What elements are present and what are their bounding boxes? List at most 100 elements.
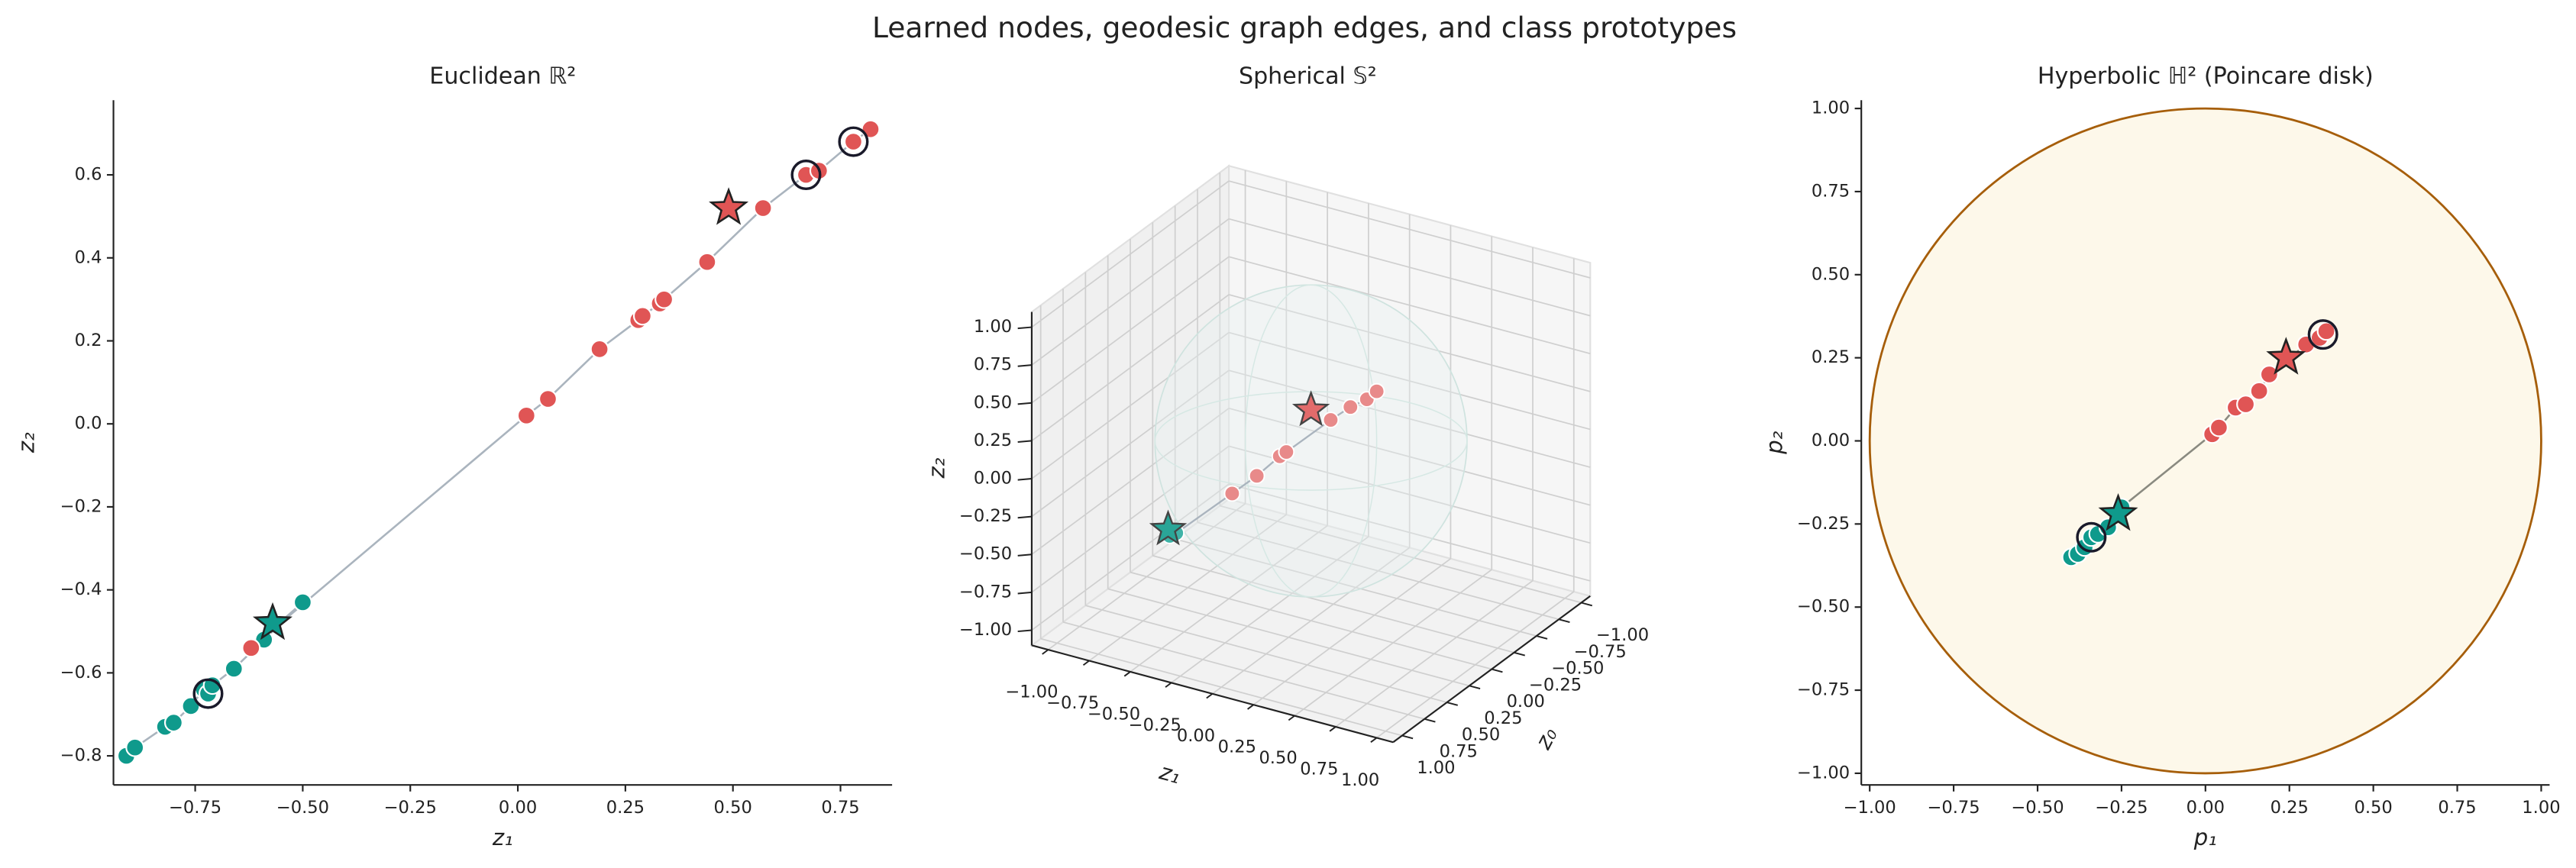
- x-axis-label: p₁: [2193, 824, 2217, 850]
- x-tick-label: 0.50: [1259, 748, 1297, 768]
- tick-mark: [1288, 715, 1295, 721]
- node: [2249, 381, 2269, 401]
- tick-mark: [1017, 326, 1033, 330]
- x-tick-label: 0.25: [606, 798, 645, 818]
- node: [2236, 395, 2256, 415]
- y-tick-label: 0.75: [1440, 741, 1478, 761]
- graph-edge: [706, 207, 764, 263]
- grid-line: [1228, 256, 1591, 355]
- y-tick-label: −0.75: [1797, 680, 1850, 700]
- y-tick-label: −0.6: [60, 663, 102, 682]
- y-tick-label: 0.2: [75, 331, 102, 350]
- grid-line: [1197, 521, 1559, 621]
- grid-line: [1152, 555, 1514, 653]
- grid-line: [1031, 408, 1230, 555]
- chart-title: Hyperbolic ℍ² (Poincare disk): [2038, 63, 2374, 90]
- chart-title: Spherical 𝕊²: [1239, 63, 1377, 90]
- y-tick-label: 0.00: [1812, 431, 1850, 450]
- y-tick-label: −0.25: [1797, 514, 1850, 534]
- y-axis-label: z₂: [14, 432, 40, 453]
- grid-line: [1031, 180, 1230, 328]
- y-tick-label: 0.75: [1812, 181, 1850, 201]
- highlight-ring: [2307, 319, 2338, 350]
- y-tick-label: 0.6: [75, 165, 102, 185]
- tick-mark: [1082, 660, 1090, 666]
- node: [1342, 399, 1359, 416]
- node: [163, 713, 183, 733]
- x-tick-label: 0.50: [2354, 798, 2392, 818]
- x-tick-label: −0.50: [276, 798, 329, 818]
- tick-mark: [1017, 440, 1033, 443]
- x-axis-label: z₁: [1156, 758, 1184, 789]
- tick-mark: [1042, 649, 1049, 655]
- grid-line: [1031, 294, 1230, 442]
- x-tick-label: 0.00: [499, 798, 537, 818]
- grid-line: [1228, 294, 1591, 392]
- grid-line: [1228, 407, 1591, 506]
- z-tick-label: −0.75: [959, 582, 1012, 602]
- x-tick-label: −0.25: [2095, 798, 2148, 818]
- grid-line: [1228, 218, 1591, 317]
- node: [125, 737, 145, 757]
- node: [241, 638, 261, 658]
- y-tick-label: 1.00: [1417, 758, 1455, 778]
- node: [2259, 364, 2279, 384]
- x-tick-label: −0.50: [2011, 798, 2064, 818]
- x-tick-label: −0.75: [169, 798, 221, 818]
- y-tick-label: −0.4: [60, 579, 102, 599]
- y-axis-line: [1392, 595, 1591, 744]
- node: [632, 306, 652, 326]
- grid-line: [1031, 218, 1230, 366]
- chart-title: Euclidean ℝ²: [429, 63, 576, 90]
- tick-mark: [1536, 635, 1548, 640]
- z-tick-label: −1.00: [959, 620, 1012, 640]
- tick-mark: [1469, 685, 1481, 690]
- node: [590, 339, 609, 359]
- tick-mark: [1017, 629, 1033, 633]
- z-tick-label: −0.50: [959, 544, 1012, 564]
- grid-line: [1228, 483, 1591, 582]
- node: [2209, 418, 2229, 437]
- y-tick-label: −0.8: [60, 746, 102, 766]
- graph-edge: [250, 415, 528, 649]
- y-tick-label: −1.00: [1797, 763, 1850, 782]
- grid-line: [1220, 505, 1582, 604]
- y-tick-label: −0.2: [60, 496, 102, 516]
- class-prototype: [709, 187, 749, 225]
- sphere-wireframe: [1154, 284, 1468, 598]
- tick-mark: [1401, 734, 1414, 740]
- tick-mark: [1017, 591, 1033, 595]
- x-tick-label: −0.75: [1046, 693, 1099, 713]
- y-tick-label: −0.50: [1797, 597, 1850, 617]
- node: [224, 659, 244, 679]
- x-tick-label: 0.75: [2438, 798, 2476, 818]
- x-tick-label: −1.00: [1844, 798, 1896, 818]
- z-tick-label: −0.25: [959, 506, 1012, 526]
- node: [538, 389, 558, 409]
- tick-mark: [1017, 402, 1033, 405]
- grid-line: [1085, 605, 1447, 703]
- class-prototype: [1291, 390, 1330, 427]
- tick-mark: [1017, 364, 1033, 367]
- y-tick-label: 0.4: [75, 247, 102, 267]
- tick-mark: [1165, 682, 1172, 688]
- y-tick-label: 0.50: [1462, 725, 1500, 745]
- grid-line: [1228, 369, 1591, 468]
- graph-edge: [547, 348, 600, 400]
- class-prototype: [2266, 337, 2306, 375]
- x-tick-label: −0.25: [1129, 715, 1181, 735]
- x-tick-label: 0.25: [1218, 737, 1256, 757]
- tick-mark: [1017, 553, 1033, 557]
- figure-title: Learned nodes, geodesic graph edges, and…: [872, 11, 1737, 44]
- x-tick-label: 0.00: [1177, 726, 1215, 746]
- tick-mark: [1581, 602, 1592, 607]
- tick-mark: [1329, 726, 1336, 732]
- y-tick-label: 0.25: [1484, 708, 1522, 728]
- node: [697, 252, 717, 272]
- grid-line: [1228, 180, 1591, 279]
- x-tick-label: 0.50: [714, 798, 752, 818]
- y-tick-label: 1.00: [1812, 98, 1850, 118]
- grid-line: [1228, 445, 1591, 544]
